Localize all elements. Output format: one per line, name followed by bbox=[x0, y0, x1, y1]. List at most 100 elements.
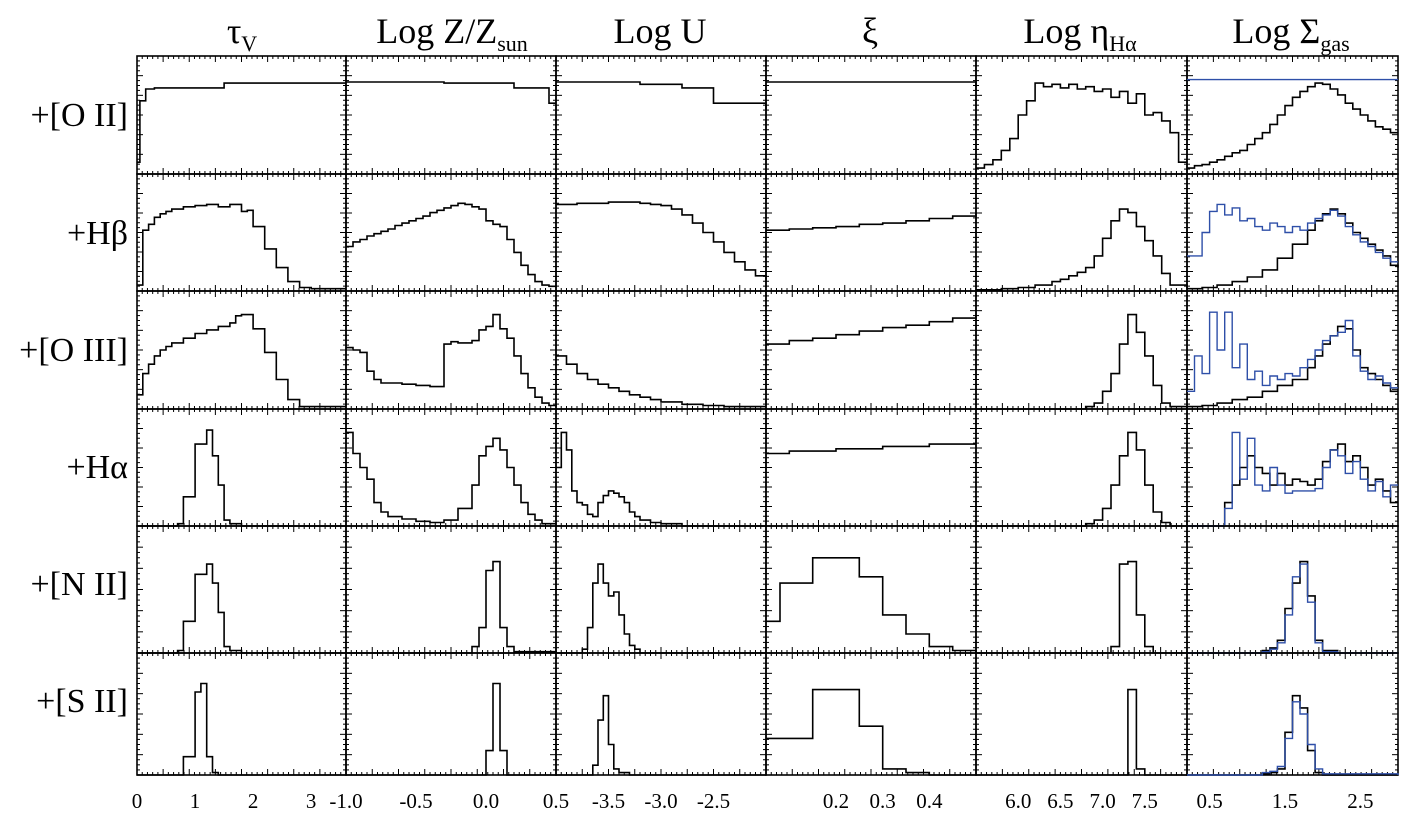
panel-r3-c2 bbox=[555, 408, 767, 527]
panel-r1-c4 bbox=[975, 173, 1188, 292]
panel-frame bbox=[765, 173, 977, 292]
row-label-s2: +[S II] bbox=[36, 683, 128, 720]
panel-frame bbox=[765, 652, 977, 776]
panel-r0-c3 bbox=[765, 55, 977, 175]
panel-frame bbox=[975, 290, 1188, 410]
panel-r3-c0 bbox=[136, 408, 347, 527]
histogram-black-r5-c0 bbox=[137, 682, 346, 776]
x-tick-label-logEta: 6.0 bbox=[1005, 789, 1031, 813]
panel-r2-c2 bbox=[555, 290, 767, 410]
histogram-black-r5-c2 bbox=[556, 694, 766, 776]
panel-r4-c4 bbox=[975, 525, 1188, 654]
panel-r1-c1 bbox=[345, 173, 557, 292]
histogram-black-r1-c5 bbox=[1187, 208, 1399, 290]
panel-frame bbox=[975, 652, 1188, 776]
panel-r0-c0 bbox=[136, 55, 347, 175]
histogram-black-r4-c0 bbox=[137, 563, 346, 654]
x-tick-label-logSigma: 2.5 bbox=[1347, 789, 1373, 813]
histogram-black-r3-c2 bbox=[556, 431, 766, 527]
column-header-log-u: Log U bbox=[614, 11, 707, 51]
histogram-blue-r3-c5 bbox=[1187, 431, 1398, 527]
panel-frame bbox=[136, 173, 347, 292]
x-tick-label-logU: -3.5 bbox=[592, 789, 625, 813]
panel-r0-c5 bbox=[1186, 55, 1399, 175]
panel-r0-c1 bbox=[345, 55, 557, 175]
row-labels: +[O II] +Hβ +[O III] +Hα +[N II] +[S II] bbox=[19, 97, 128, 720]
panel-frame bbox=[136, 652, 347, 776]
histogram-black-r1-c1 bbox=[346, 202, 557, 288]
histogram-black-r4-c4 bbox=[976, 560, 1187, 654]
panel-r1-c0 bbox=[136, 173, 347, 292]
histogram-black-r3-c0 bbox=[137, 429, 346, 527]
x-tick-label-xi: 0.2 bbox=[823, 789, 849, 813]
x-tick-label-logEta: 7.5 bbox=[1132, 789, 1158, 813]
panel-r2-c3 bbox=[765, 290, 977, 410]
x-tick-label-tauV: 3 bbox=[306, 789, 317, 813]
column-headers: τV Log Z/Zsun Log U ξ Log ηHα Log Σgas bbox=[227, 11, 1350, 56]
x-tick-label-xi: 0.4 bbox=[916, 789, 943, 813]
panel-frame bbox=[975, 173, 1188, 292]
row-label-o3: +[O III] bbox=[19, 332, 128, 369]
panel-r0-c2 bbox=[555, 55, 767, 175]
panel-r4-c1 bbox=[345, 525, 557, 654]
histogram-black-r2-c1 bbox=[346, 313, 557, 407]
panel-frame bbox=[975, 55, 1188, 175]
panel-frame bbox=[345, 173, 557, 292]
column-header-log-sigma: Log Σgas bbox=[1232, 11, 1349, 56]
panel-frame bbox=[345, 290, 557, 410]
histogram-black-r0-c1 bbox=[346, 81, 556, 104]
histogram-black-r3-c1 bbox=[346, 431, 557, 525]
panel-r5-c5 bbox=[1186, 652, 1399, 776]
panel-frame bbox=[136, 55, 347, 175]
x-tick-label-logZ: -0.5 bbox=[399, 789, 432, 813]
x-tick-label-xi: 0.3 bbox=[870, 789, 896, 813]
histogram-blue-r4-c5 bbox=[1187, 563, 1398, 654]
panel-r4-c2 bbox=[555, 525, 767, 654]
x-tick-label-logU: -3.0 bbox=[644, 789, 677, 813]
panel-r5-c1 bbox=[345, 652, 557, 776]
histogram-black-r2-c3 bbox=[766, 314, 977, 345]
histogram-black-r1-c2 bbox=[556, 201, 767, 280]
panel-frame bbox=[555, 290, 767, 410]
panel-frame bbox=[345, 55, 557, 175]
x-tick-label-tauV: 0 bbox=[132, 789, 143, 813]
panel-r2-c5 bbox=[1186, 290, 1399, 410]
histogram-black-r5-c1 bbox=[346, 682, 556, 776]
panel-r3-c4 bbox=[975, 408, 1188, 527]
histogram-black-r2-c0 bbox=[137, 313, 346, 408]
x-tick-label-logZ: -1.0 bbox=[329, 789, 362, 813]
panel-frame bbox=[555, 173, 767, 292]
panel-r5-c4 bbox=[975, 652, 1188, 776]
x-tick-label-logEta: 6.5 bbox=[1047, 789, 1073, 813]
histogram-black-r0-c5 bbox=[1187, 82, 1398, 169]
histogram-black-r0-c2 bbox=[556, 81, 767, 110]
panel-r4-c3 bbox=[765, 525, 977, 654]
panel-r1-c3 bbox=[765, 173, 977, 292]
histogram-black-r2-c5 bbox=[1187, 325, 1398, 408]
x-tick-label-logZ: 0.5 bbox=[543, 789, 569, 813]
panel-frame bbox=[136, 525, 347, 654]
row-label-hbeta: +Hβ bbox=[67, 215, 128, 252]
panel-frame bbox=[975, 525, 1188, 654]
histogram-black-r0-c0 bbox=[137, 82, 346, 163]
row-label-halpha: +Hα bbox=[66, 449, 128, 486]
panel-r0-c4 bbox=[975, 55, 1188, 175]
panel-frame bbox=[345, 408, 557, 527]
panel-frame bbox=[345, 652, 557, 776]
panel-r3-c3 bbox=[765, 408, 977, 527]
histogram-black-r2-c4 bbox=[976, 313, 1188, 410]
panel-r1-c2 bbox=[555, 173, 767, 292]
panel-r2-c0 bbox=[136, 290, 347, 410]
panel-frame bbox=[765, 55, 977, 175]
panel-frame bbox=[765, 525, 977, 654]
histogram-black-r5-c3 bbox=[766, 688, 976, 776]
x-tick-label-logSigma: 1.5 bbox=[1272, 789, 1298, 813]
histogram-black-r1-c4 bbox=[976, 208, 1188, 291]
histogram-black-r2-c2 bbox=[556, 355, 766, 408]
panel-r3-c5 bbox=[1186, 408, 1399, 527]
panels bbox=[136, 55, 1399, 776]
histogram-black-r0-c3 bbox=[766, 81, 977, 87]
histogram-black-r5-c4 bbox=[976, 688, 1187, 776]
panel-r4-c0 bbox=[136, 525, 347, 654]
